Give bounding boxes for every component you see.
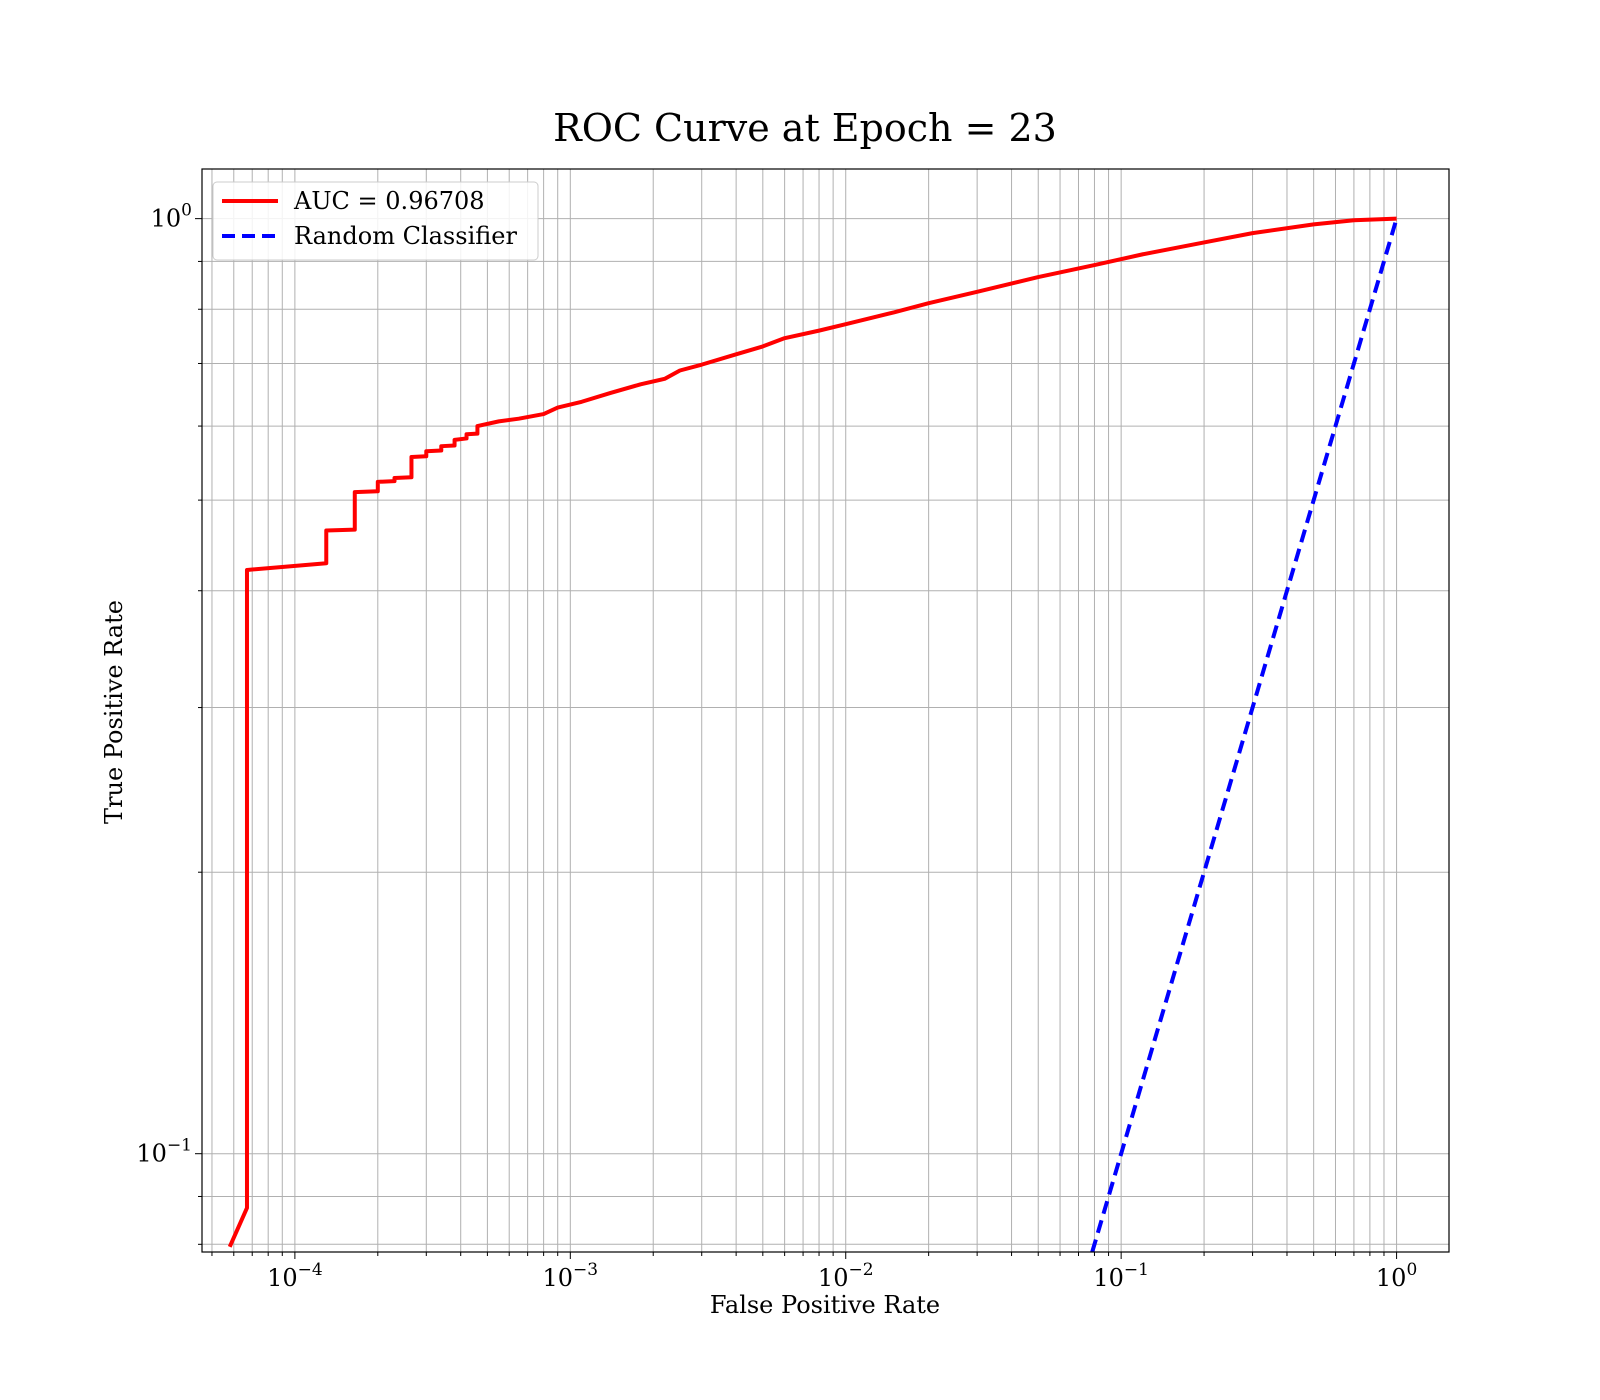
y-tick-label: 10−1 — [136, 1136, 192, 1168]
x-axis-label: False Positive Rate — [710, 1291, 940, 1319]
y-tick-label: 100 — [151, 201, 192, 233]
grid — [202, 169, 1449, 1252]
roc-curve-line — [227, 216, 1397, 1248]
x-tick-label: 10−2 — [818, 1260, 874, 1292]
y-axis-ticks: 10−1 100 — [136, 201, 202, 1245]
legend-roc-label: AUC = 0.96708 — [293, 187, 485, 215]
chart-title: ROC Curve at Epoch = 23 — [553, 106, 1057, 150]
x-tick-label: 10−4 — [267, 1260, 323, 1292]
legend-random-label: Random Classifier — [294, 222, 517, 250]
y-axis-label: True Positive Rate — [100, 600, 128, 824]
x-tick-label: 100 — [1376, 1260, 1417, 1292]
x-tick-label: 10−3 — [543, 1260, 599, 1292]
x-axis-ticks: 10−4 10−3 10−2 10−1 100 — [211, 1252, 1417, 1292]
series-layer — [227, 216, 1399, 1253]
plot-frame — [201, 168, 1450, 1253]
x-tick-label: 10−1 — [1093, 1260, 1149, 1292]
legend: AUC = 0.96708 Random Classifier — [212, 181, 539, 261]
legend-box — [212, 181, 539, 261]
